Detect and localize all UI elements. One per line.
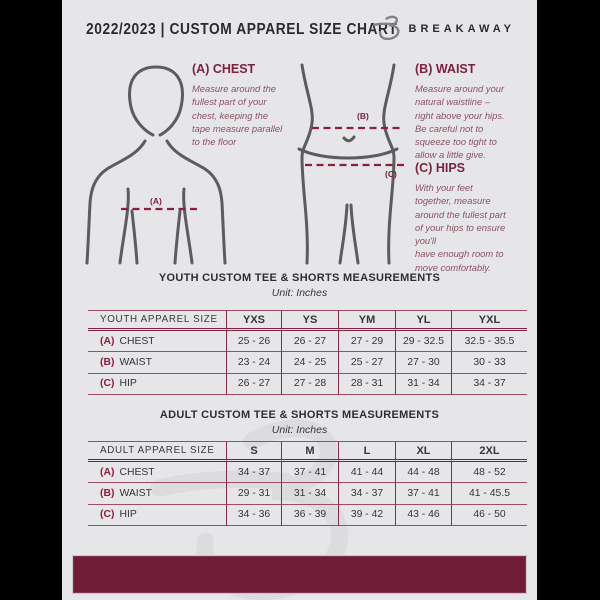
row-label-text: HIP [119,509,137,521]
size-cell: 29 - 32.5 [395,331,451,353]
waist-line-marker: (B) [357,111,369,121]
torso-diagram [85,65,227,265]
row-key: (B) [100,487,115,499]
column-header: YS [281,310,338,332]
brand-block: BREAKAWAY [372,14,516,43]
size-cell: 48 - 52 [451,462,527,484]
chest-guide: (A) CHEST Measure around the fullest par… [192,62,312,148]
size-cell: 31 - 34 [281,483,338,505]
size-cell: 32.5 - 35.5 [451,331,527,353]
footer-bar [72,555,527,594]
row-label: (B) WAIST [88,483,226,505]
hips-guide-heading: (C) HIPS [415,161,465,175]
lower-body-diagram [297,63,405,265]
size-cell: 41 - 45.5 [451,483,527,505]
hips-guide: (C) HIPS With your feet together, measur… [415,161,535,274]
column-header: YOUTH APPAREL SIZE [88,310,226,332]
adult-size-table: ADULT APPAREL SIZE S M L XL 2XL (A) CHES… [88,441,527,526]
hips-guide-text: With your feet together, measure around … [415,182,506,273]
row-label-text: WAIST [119,487,152,499]
row-label-text: CHEST [119,335,155,347]
column-header: YXL [451,310,527,332]
waist-guide: (B) WAIST Measure around your natural wa… [415,62,535,162]
adult-section-title: ADULT CUSTOM TEE & SHORTS MEASUREMENTS [159,409,440,421]
row-label: (A) CHEST [88,331,226,353]
adult-unit-label: Unit: Inches [271,424,328,436]
brand-name: BREAKAWAY [408,22,515,35]
column-header: YXS [226,310,281,332]
size-cell: 34 - 37 [338,483,395,505]
column-header: M [281,441,338,463]
size-cell: 34 - 36 [226,504,281,526]
row-key: (B) [100,356,115,368]
youth-size-table: YOUTH APPAREL SIZE YXS YS YM YL YXL (A) … [88,310,527,395]
size-cell: 27 - 30 [395,352,451,374]
column-header: ADULT APPAREL SIZE [88,441,226,463]
size-cell: 44 - 48 [395,462,451,484]
chest-guide-text: Measure around the fullest part of your … [192,83,283,148]
size-cell: 25 - 26 [226,331,281,353]
breakaway-logo-icon [372,15,399,41]
waist-guide-text: Measure around your natural waistline – … [415,83,505,161]
size-cell: 23 - 24 [226,352,281,374]
chest-guide-heading: (A) CHEST [192,62,256,76]
size-cell: 34 - 37 [451,373,527,395]
column-header: YL [395,310,451,332]
size-cell: 26 - 27 [226,373,281,395]
row-label-text: CHEST [119,466,155,478]
size-cell: 28 - 31 [338,373,395,395]
row-label: (C) HIP [88,505,226,526]
size-cell: 34 - 37 [226,462,281,484]
size-cell: 43 - 46 [395,504,451,526]
page-title: 2022/2023 | CUSTOM APPAREL SIZE CHART [86,21,398,39]
waist-guide-heading: (B) WAIST [415,62,476,76]
column-header: L [338,441,395,463]
row-label: (C) HIP [88,374,226,395]
size-cell: 31 - 34 [395,373,451,395]
column-header: S [226,441,281,463]
size-cell: 41 - 44 [338,462,395,484]
row-label-text: WAIST [119,356,152,368]
hips-line-marker: (C) [385,169,397,179]
chest-line-marker: (A) [150,196,162,206]
size-cell: 30 - 33 [451,352,527,374]
size-cell: 37 - 41 [281,462,338,484]
size-cell: 37 - 41 [395,483,451,505]
size-chart-document: 2022/2023 | CUSTOM APPAREL SIZE CHART BR… [62,0,537,600]
size-cell: 39 - 42 [338,504,395,526]
row-label: (A) CHEST [88,462,226,484]
row-label: (B) WAIST [88,352,226,374]
size-cell: 27 - 28 [281,373,338,395]
youth-section-title: YOUTH CUSTOM TEE & SHORTS MEASUREMENTS [158,272,441,284]
row-label-text: HIP [119,378,137,390]
size-cell: 29 - 31 [226,483,281,505]
column-header: YM [338,310,395,332]
size-cell: 27 - 29 [338,331,395,353]
size-cell: 46 - 50 [451,504,527,526]
size-cell: 24 - 25 [281,352,338,374]
row-key: (C) [100,378,115,390]
row-key: (C) [100,509,115,521]
size-cell: 25 - 27 [338,352,395,374]
column-header: 2XL [451,441,527,463]
size-cell: 26 - 27 [281,331,338,353]
size-cell: 36 - 39 [281,504,338,526]
row-key: (A) [100,466,115,478]
youth-unit-label: Unit: Inches [271,287,328,299]
column-header: XL [395,441,451,463]
row-key: (A) [100,335,115,347]
